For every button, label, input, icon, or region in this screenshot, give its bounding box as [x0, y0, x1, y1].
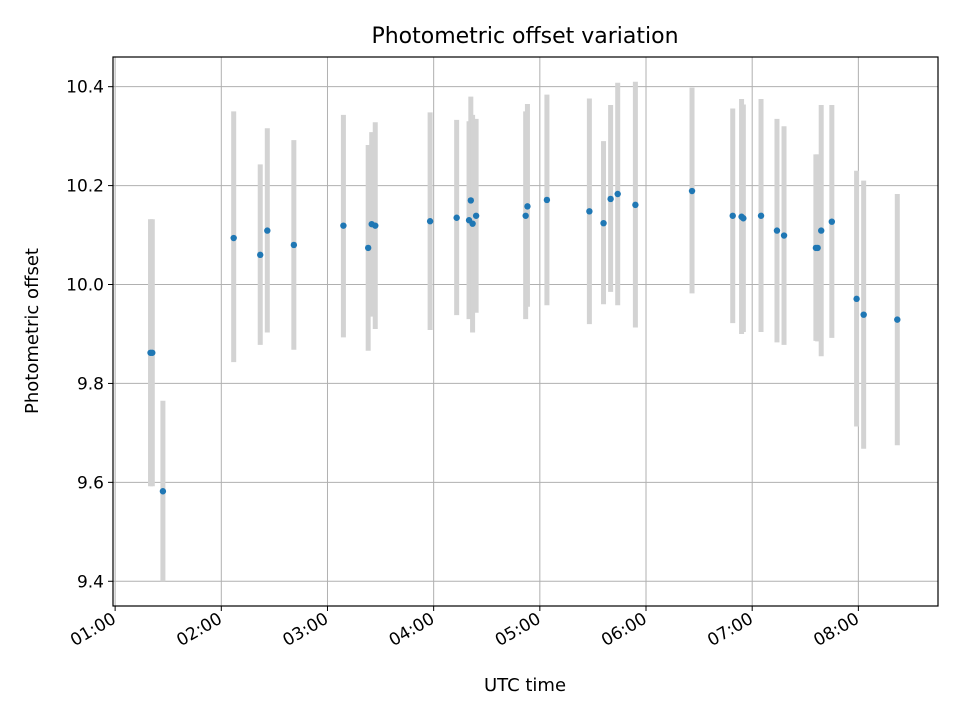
y-tick-label: 9.6 — [77, 473, 104, 493]
data-point — [586, 208, 593, 215]
x-tick-label: 03:00 — [280, 609, 332, 651]
data-point — [290, 241, 298, 249]
x-axis: 01:00 02:00 03:00 04:00 05:00 06:00 07:00 08:00 — [67, 606, 863, 651]
data-point — [818, 227, 825, 234]
x-tick-label: 04:00 — [386, 609, 438, 651]
x-tick-label: 06:00 — [598, 609, 650, 651]
data-point — [149, 349, 156, 356]
y-tick-label: 9.8 — [77, 374, 104, 394]
x-tick-label: 05:00 — [492, 609, 544, 651]
plot-frame — [112, 56, 939, 607]
data-point — [632, 201, 639, 209]
y-tick-label: 9.4 — [77, 572, 104, 592]
data-point — [524, 203, 531, 210]
data-point — [729, 212, 736, 219]
data-point — [614, 190, 621, 198]
data-point — [853, 295, 860, 303]
data-point — [364, 244, 372, 252]
data-point — [159, 488, 167, 495]
x-tick-label: 01:00 — [67, 609, 119, 651]
data-point — [688, 187, 696, 195]
chart-title: Photometric offset variation — [371, 24, 678, 49]
x-tick-label: 07:00 — [704, 609, 756, 651]
data-point — [230, 234, 237, 242]
data-point — [257, 251, 264, 259]
point-layer — [147, 187, 901, 495]
data-point — [340, 222, 347, 229]
x-axis-label: UTC time — [484, 675, 566, 696]
y-axis: 9.4 9.6 9.8 10.0 10.2 10.4 — [66, 78, 113, 592]
data-point — [472, 212, 480, 219]
x-tick-label: 02:00 — [173, 609, 225, 651]
data-point — [372, 222, 379, 229]
data-point — [780, 232, 788, 239]
y-tick-label: 10.0 — [66, 276, 104, 296]
data-point — [757, 212, 765, 219]
data-point — [814, 244, 821, 252]
data-point — [607, 195, 614, 203]
data-point — [740, 215, 747, 222]
data-point — [600, 219, 607, 227]
data-point — [264, 227, 271, 234]
data-point — [453, 214, 460, 221]
x-tick-label: 08:00 — [810, 609, 862, 651]
data-point — [828, 218, 836, 225]
data-point — [426, 218, 434, 225]
data-point — [860, 311, 867, 318]
data-point — [773, 227, 781, 234]
y-axis-label: Photometric offset — [22, 248, 43, 414]
data-point — [522, 212, 529, 219]
y-tick-label: 10.4 — [66, 78, 104, 98]
data-point — [467, 197, 475, 204]
data-point — [469, 220, 476, 227]
data-point — [894, 316, 901, 323]
data-point — [543, 196, 551, 204]
y-tick-label: 10.2 — [66, 177, 104, 197]
grid-layer — [113, 57, 938, 606]
